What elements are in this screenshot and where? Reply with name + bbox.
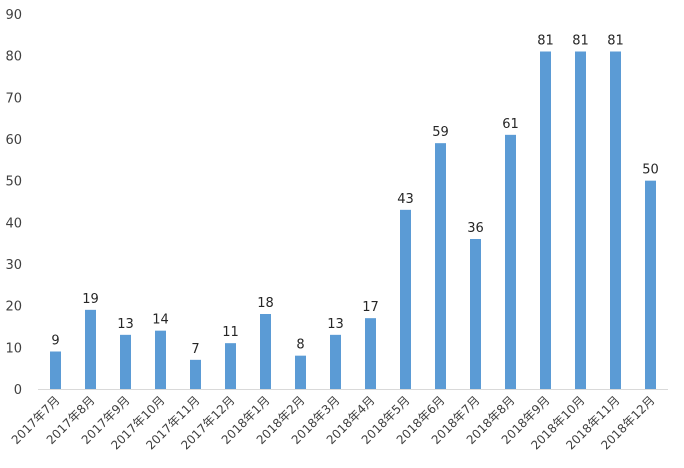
data-label: 81 — [537, 34, 554, 49]
bar — [540, 51, 551, 389]
data-label: 17 — [362, 300, 379, 315]
bar — [50, 351, 61, 389]
data-label: 81 — [572, 34, 589, 49]
data-labels: 9 19 13 14 7 11 18 8 13 17 43 59 36 61 81 81 81 50 — [51, 34, 658, 357]
y-tick-label: 80 — [5, 50, 22, 65]
data-label: 36 — [467, 221, 484, 236]
bar — [505, 134, 516, 389]
y-tick-label: 0 — [14, 383, 22, 398]
bar — [330, 334, 341, 389]
y-tick-label: 50 — [5, 175, 22, 190]
data-label: 13 — [327, 317, 344, 332]
bar — [365, 318, 376, 389]
bars — [50, 51, 656, 389]
data-label: 11 — [222, 325, 239, 340]
bar — [400, 209, 411, 389]
y-tick-label: 10 — [5, 341, 22, 356]
data-label: 59 — [432, 125, 449, 140]
bar — [85, 309, 96, 389]
data-label: 81 — [607, 34, 624, 49]
y-tick-label: 70 — [5, 91, 22, 106]
bar — [610, 51, 621, 389]
y-tick-label: 20 — [5, 300, 22, 315]
y-axis: 0 10 20 30 40 50 60 70 80 90 — [5, 8, 22, 398]
bar — [225, 343, 236, 389]
x-axis: 2017年7月2017年8月2017年9月2017年10月2017年11月201… — [9, 393, 658, 452]
bar — [645, 180, 656, 389]
bar — [470, 239, 481, 389]
y-tick-label: 40 — [5, 216, 22, 231]
data-label: 8 — [296, 338, 304, 353]
data-label: 9 — [51, 334, 59, 349]
data-label: 50 — [642, 163, 659, 178]
data-label: 7 — [191, 342, 199, 357]
data-label: 19 — [82, 292, 99, 307]
data-label: 18 — [257, 296, 274, 311]
y-tick-label: 90 — [5, 8, 22, 23]
data-label: 43 — [397, 192, 414, 207]
data-label: 14 — [152, 313, 169, 328]
bar — [295, 355, 306, 389]
y-tick-label: 60 — [5, 133, 22, 148]
bar — [260, 314, 271, 389]
bar — [575, 51, 586, 389]
bar — [155, 330, 166, 389]
data-label: 61 — [502, 117, 519, 132]
y-tick-label: 30 — [5, 258, 22, 273]
bar — [120, 334, 131, 389]
bar — [435, 143, 446, 389]
data-label: 13 — [117, 317, 134, 332]
bar — [190, 359, 201, 389]
